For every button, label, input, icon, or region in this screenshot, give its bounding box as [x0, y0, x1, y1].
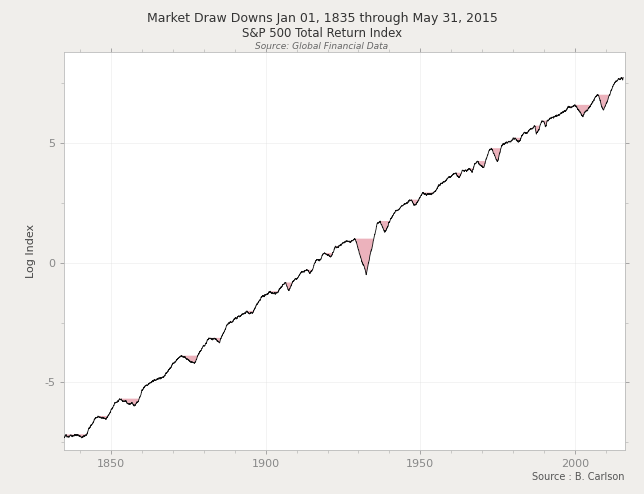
Text: S&P 500 Total Return Index: S&P 500 Total Return Index — [242, 27, 402, 40]
Text: Market Draw Downs Jan 01, 1835 through May 31, 2015: Market Draw Downs Jan 01, 1835 through M… — [147, 12, 497, 25]
Y-axis label: Log Index: Log Index — [26, 224, 36, 278]
Text: Source : B. Carlson: Source : B. Carlson — [532, 472, 625, 482]
Text: Source: Global Financial Data: Source: Global Financial Data — [256, 42, 388, 51]
